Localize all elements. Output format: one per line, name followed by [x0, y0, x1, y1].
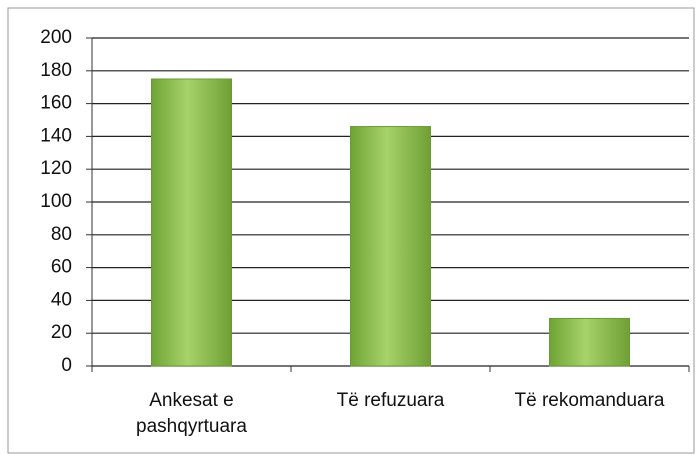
- y-tick-label: 100: [40, 191, 72, 212]
- y-tick-label: 20: [51, 322, 72, 343]
- y-tick-label: 80: [51, 224, 72, 245]
- y-tick-label: 140: [40, 125, 72, 146]
- y-tick-label: 40: [51, 289, 72, 310]
- x-tick-label: Ankesat e pashqyrtuara: [136, 390, 247, 437]
- chart-frame: [7, 7, 695, 454]
- y-tick-label: 120: [40, 158, 72, 179]
- y-tick-label: 0: [61, 355, 72, 376]
- y-tick-label: 160: [40, 93, 72, 114]
- x-tick-label: Të refuzuara: [336, 390, 445, 411]
- y-tick-label: 200: [40, 27, 72, 48]
- bar: [151, 78, 232, 367]
- y-tick-label: 60: [51, 257, 72, 278]
- bar: [350, 126, 431, 367]
- bar: [549, 317, 630, 367]
- x-tick-label: Të rekomanduara: [514, 390, 665, 411]
- y-tick-label: 180: [40, 60, 72, 81]
